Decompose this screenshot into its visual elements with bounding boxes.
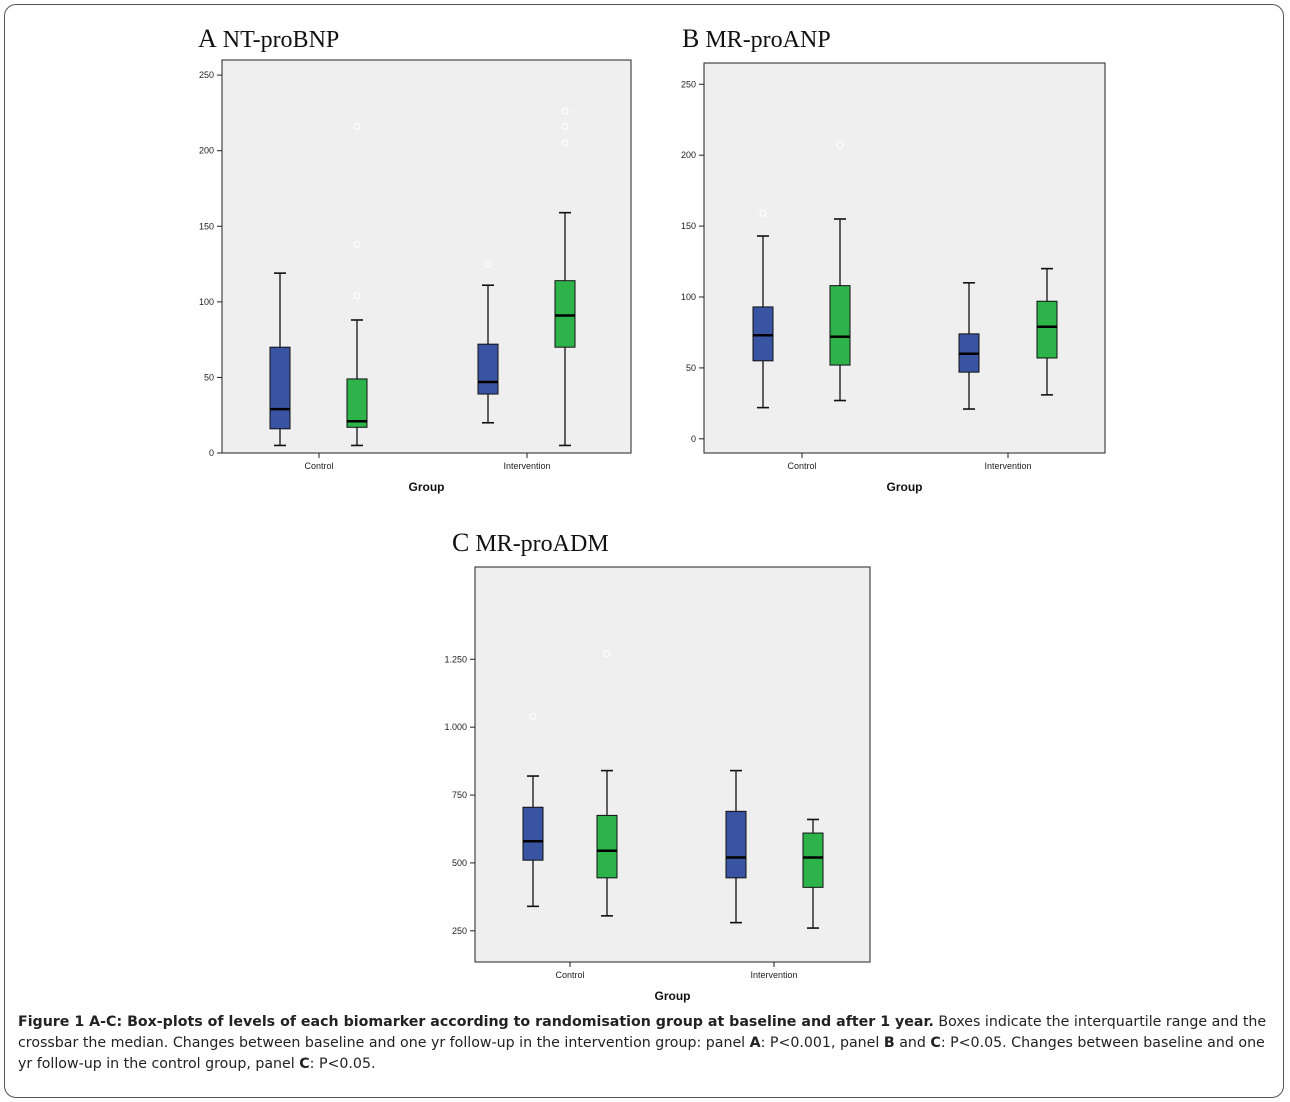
panel-c: C MR-proADM 250 500 750 1.000 1.250 Control Int… bbox=[444, 528, 871, 1003]
x-tick-label: Intervention bbox=[503, 461, 550, 471]
plot-area bbox=[474, 566, 871, 963]
panel-letter: B bbox=[682, 24, 699, 53]
chart-canvas: A NT-proBNP 0 50 100 150 200 250 Control Interve… bbox=[198, 24, 1106, 1003]
panel-title: A NT-proBNP bbox=[198, 24, 339, 53]
y-tick-label: 50 bbox=[204, 372, 214, 382]
y-tick-label: 750 bbox=[452, 790, 467, 800]
iqr-box bbox=[1036, 300, 1058, 359]
y-tick-label: 200 bbox=[199, 146, 214, 156]
iqr-box bbox=[752, 306, 774, 362]
caption-bold-c1: C bbox=[930, 1035, 941, 1051]
outlier-point bbox=[759, 209, 767, 217]
y-tick-label: 250 bbox=[199, 70, 214, 80]
box-control-followup bbox=[346, 122, 368, 447]
box-intervention-followup bbox=[802, 818, 824, 929]
x-axis-title: Group bbox=[409, 480, 445, 494]
box-intervention-baseline bbox=[958, 282, 980, 410]
y-tick-label: 0 bbox=[691, 434, 696, 444]
y-tick-label: 150 bbox=[681, 221, 696, 231]
caption-bold-b: B bbox=[883, 1035, 895, 1051]
panel-title: B MR-proANP bbox=[682, 24, 831, 53]
outlier-point bbox=[353, 292, 361, 300]
x-tick-label: Intervention bbox=[984, 461, 1031, 471]
caption-text-4: : P<0.05. Changes between baseline and o… bbox=[18, 1035, 1265, 1072]
iqr-box bbox=[596, 814, 618, 879]
box-intervention-followup bbox=[1036, 267, 1058, 396]
outlier-point bbox=[484, 260, 492, 268]
x-tick-label: Control bbox=[787, 461, 816, 471]
x-tick-label: Control bbox=[555, 970, 584, 980]
x-tick-label: Control bbox=[304, 461, 333, 471]
outlier-point bbox=[561, 122, 569, 131]
box-control-followup bbox=[596, 650, 618, 917]
box-intervention-baseline bbox=[725, 769, 747, 924]
panel-letter: C bbox=[452, 528, 469, 557]
panel-a: A NT-proBNP 0 50 100 150 200 250 Control Interve… bbox=[198, 24, 632, 494]
outlier-point bbox=[561, 107, 569, 115]
y-tick-label: 1.000 bbox=[444, 722, 467, 732]
panel-biomarker-name: MR-proANP bbox=[699, 27, 830, 53]
x-tick-label: Intervention bbox=[750, 970, 797, 980]
caption-text-3: and bbox=[894, 1035, 931, 1051]
caption-text-5: : P<0.05. bbox=[309, 1056, 376, 1072]
outlier-point bbox=[353, 240, 361, 249]
box-intervention-baseline bbox=[477, 260, 499, 424]
y-tick-label: 250 bbox=[681, 79, 696, 89]
y-tick-label: 50 bbox=[686, 363, 696, 373]
plot-area bbox=[703, 62, 1106, 454]
box-control-baseline bbox=[752, 209, 774, 409]
iqr-box bbox=[477, 343, 499, 395]
outlier-point bbox=[353, 122, 361, 131]
iqr-box bbox=[346, 378, 368, 428]
figure-caption: Figure 1 A-C: Box-plots of levels of eac… bbox=[18, 1012, 1270, 1075]
iqr-box bbox=[522, 806, 544, 861]
panel-biomarker-name: MR-proADM bbox=[469, 531, 608, 557]
box-control-followup bbox=[829, 141, 851, 402]
x-axis-title: Group bbox=[655, 989, 691, 1003]
y-tick-label: 500 bbox=[452, 858, 467, 868]
outlier-point bbox=[836, 141, 844, 149]
y-tick-label: 200 bbox=[681, 150, 696, 160]
outlier-point bbox=[529, 712, 537, 720]
box-control-baseline bbox=[522, 712, 544, 908]
y-tick-label: 1.250 bbox=[444, 654, 467, 664]
iqr-box bbox=[829, 285, 851, 366]
outlier-point bbox=[603, 650, 611, 658]
iqr-box bbox=[725, 810, 747, 879]
panel-title: C MR-proADM bbox=[452, 528, 609, 557]
panel-b: B MR-proANP 0 50 100 150 200 250 Control Interve… bbox=[681, 24, 1106, 494]
y-tick-label: 100 bbox=[681, 292, 696, 302]
iqr-box bbox=[554, 280, 576, 348]
box-intervention-followup bbox=[554, 107, 576, 447]
x-axis-title: Group bbox=[887, 480, 923, 494]
caption-label: Figure 1 A-C: Box-plots of levels of eac… bbox=[18, 1014, 934, 1030]
caption-bold-c2: C bbox=[299, 1056, 310, 1072]
outlier-point bbox=[561, 139, 569, 147]
iqr-box bbox=[802, 832, 824, 888]
iqr-box bbox=[269, 346, 291, 430]
y-tick-label: 0 bbox=[209, 448, 214, 458]
panel-biomarker-name: NT-proBNP bbox=[217, 27, 339, 53]
panel-letter: A bbox=[198, 24, 217, 53]
caption-bold-a: A bbox=[749, 1035, 761, 1051]
y-tick-label: 100 bbox=[199, 297, 214, 307]
y-tick-label: 150 bbox=[199, 221, 214, 231]
caption-text-1: Boxes indicate the interquartile range a… bbox=[18, 1014, 1267, 1051]
caption-text-2: : P<0.001, panel bbox=[760, 1035, 884, 1051]
y-tick-label: 250 bbox=[452, 926, 467, 936]
box-control-baseline bbox=[269, 272, 291, 447]
